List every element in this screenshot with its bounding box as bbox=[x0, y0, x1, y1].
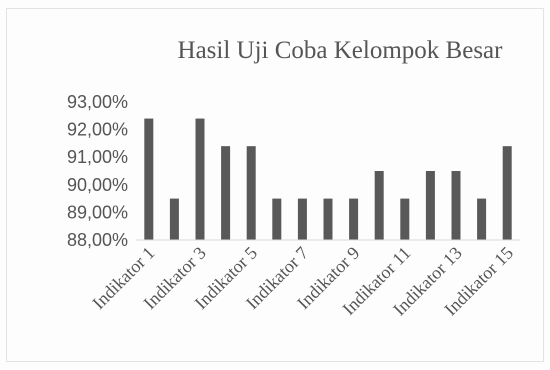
bar-13 bbox=[451, 171, 461, 240]
bar-7 bbox=[297, 198, 307, 240]
bar-10 bbox=[374, 171, 384, 240]
y-tick-label: 92,00% bbox=[67, 120, 128, 140]
bar-14 bbox=[477, 198, 487, 240]
y-tick-label: 91,00% bbox=[67, 147, 128, 167]
bar-2 bbox=[169, 198, 179, 240]
y-axis: 88,00% 89,00% 90,00% 91,00% 92,00% 93,00% bbox=[67, 92, 128, 250]
bar-12 bbox=[425, 171, 435, 240]
y-tick-label: 89,00% bbox=[67, 202, 128, 222]
chart-border bbox=[6, 8, 544, 362]
bar-8 bbox=[323, 198, 333, 240]
bars bbox=[144, 118, 512, 240]
y-tick-label: 88,00% bbox=[67, 230, 128, 250]
chart-title: Hasil Uji Coba Kelompok Besar bbox=[178, 37, 504, 64]
bar-9 bbox=[349, 198, 359, 240]
bar-15 bbox=[502, 146, 512, 240]
bar-5 bbox=[246, 146, 256, 240]
bar-4 bbox=[221, 146, 231, 240]
bar-3 bbox=[195, 118, 205, 240]
y-tick-label: 93,00% bbox=[67, 92, 128, 112]
y-tick-label: 90,00% bbox=[67, 175, 128, 195]
bar-6 bbox=[272, 198, 282, 240]
bar-1 bbox=[144, 118, 154, 240]
bar-11 bbox=[400, 198, 410, 240]
